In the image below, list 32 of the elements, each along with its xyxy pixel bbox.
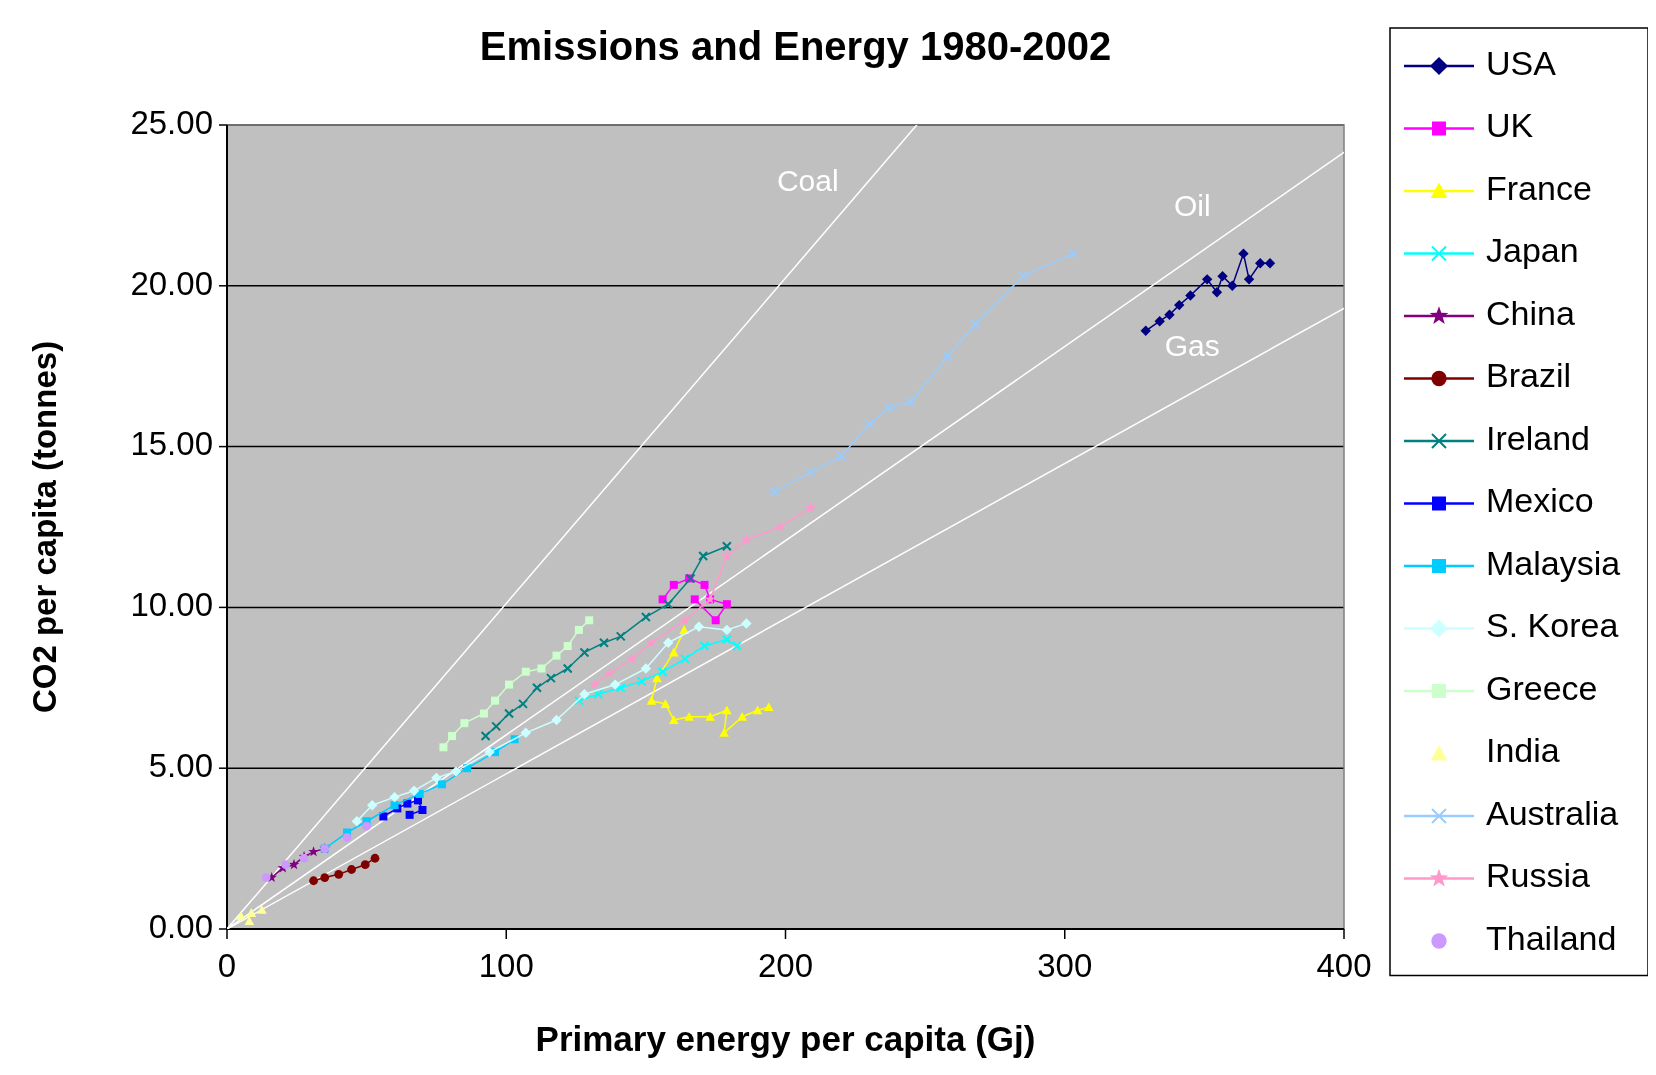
legend-label: Ireland <box>1486 418 1590 457</box>
legend-label: Greece <box>1486 668 1598 707</box>
y-tick-label: 10.00 <box>130 586 213 624</box>
chart-title: Emissions and Energy 1980-2002 <box>479 24 1112 68</box>
legend-label: UK <box>1486 106 1534 145</box>
x-tick-label: 200 <box>757 947 814 984</box>
series-label: Coal <box>776 164 839 198</box>
legend-label: India <box>1486 731 1560 770</box>
legend-label: S. Korea <box>1486 606 1619 645</box>
x-tick-label: 0 <box>217 947 237 984</box>
legend-label: Australia <box>1486 793 1619 832</box>
y-tick-label: 20.00 <box>130 264 213 302</box>
y-tick-label: 0.00 <box>148 907 213 945</box>
legend-label: Brazil <box>1486 356 1572 395</box>
y-tick-label: 5.00 <box>148 746 213 784</box>
legend-label: China <box>1486 293 1575 332</box>
legend-label: France <box>1486 168 1592 207</box>
legend-label: Mexico <box>1486 481 1594 520</box>
legend-label: Malaysia <box>1486 543 1621 582</box>
x-tick-label: 300 <box>1037 947 1093 984</box>
x-tick-label: 100 <box>478 947 534 984</box>
series-label: Gas <box>1164 329 1220 363</box>
legend-label: Russia <box>1486 856 1591 895</box>
legend-label: USA <box>1486 43 1557 82</box>
y-tick-label: 25.00 <box>130 103 213 141</box>
legend-label: Thailand <box>1486 918 1617 957</box>
x-tick-label: 400 <box>1316 947 1372 984</box>
series-label: Oil <box>1173 188 1211 222</box>
y-axis-title: CO2 per capita (tonnes) <box>26 340 63 714</box>
legend-label: Japan <box>1486 231 1579 270</box>
y-tick-label: 15.00 <box>130 425 213 463</box>
x-axis-title: Primary energy per capita (Gj) <box>535 1019 1036 1058</box>
